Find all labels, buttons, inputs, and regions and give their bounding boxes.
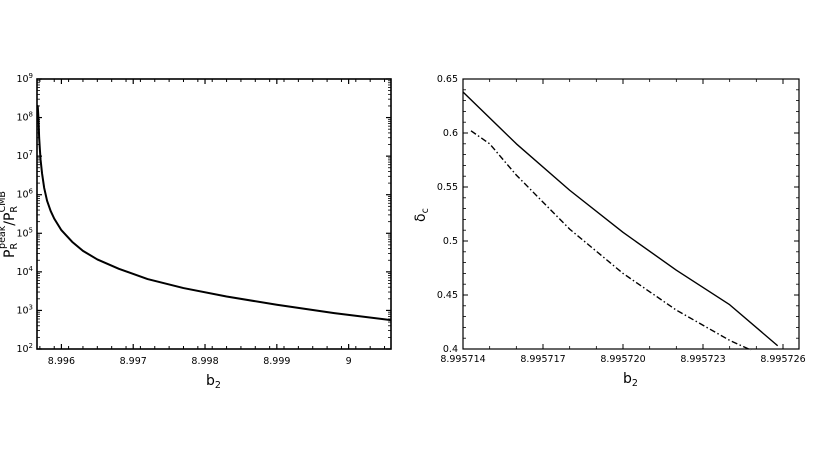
left-x-axis-label: b2 [206,373,221,391]
left-y-tick-label: 102 [16,342,33,355]
y-label-r-sub: R [9,243,20,250]
right-panel: 8.995714 8.995717 8.995720 8.995723 8.995726… [413,74,806,389]
right-x-ticks: 8.995714 8.995717 8.995720 8.995723 8.995726 [440,79,806,365]
left-y-tick-label: 105 [16,226,33,239]
right-y-tick-label: 0.6 [443,128,458,139]
y-label-r2-sub: R [9,206,20,213]
left-plot-frame [36,78,392,350]
left-x-axis-label-main: b [206,373,215,389]
left-data [36,104,392,322]
right-x-axis-label: b2 [623,371,638,389]
left-x-tick-label: 8.997 [120,356,147,367]
left-y-tick-label: 106 [16,188,33,201]
right-y-ticks: 0.4 0.45 0.5 0.55 0.6 0.65 [437,74,799,355]
left-series-line [36,104,392,322]
left-y-tick-label: 108 [16,111,33,124]
left-x-axis-label-sub: 2 [215,380,221,391]
left-x-tick-label: 8.998 [191,356,218,367]
right-x-axis-label-sub: 2 [632,378,638,389]
left-y-axis-label: PRpeak/PRCMB [0,191,20,258]
right-series-solid [462,91,779,347]
right-y-tick-label: 0.55 [437,182,458,193]
left-y-tick-label: 103 [16,303,33,316]
y-label-slash-p: /P [2,213,18,226]
right-x-tick-label: 8.995717 [520,354,565,365]
right-y-label-main: δ [413,213,429,222]
right-y-label-sub: c [420,208,431,213]
left-y-tick-label: 109 [16,72,33,85]
y-label-p: P [2,250,18,258]
right-x-axis-label-main: b [623,371,632,387]
left-x-tick-label: 8.996 [48,356,75,367]
left-y-tick-label: 107 [16,149,33,162]
right-x-tick-label: 8.995714 [440,354,485,365]
y-label-peak-sup: peak [0,225,8,249]
right-y-axis-label: δc [413,208,431,222]
right-x-tick-label: 8.995723 [680,354,725,365]
right-y-tick-label: 0.45 [437,290,458,301]
left-x-tick-label: 9 [346,356,352,367]
right-x-tick-label: 8.995720 [600,354,645,365]
left-panel: 8.996 8.997 8.998 8.999 9 102 103 104 105 106 107… [0,72,392,391]
left-x-ticks: 8.996 8.997 8.998 8.999 9 [39,79,386,367]
right-series-dashdot [470,130,752,351]
y-label-cmb-sup: CMB [0,191,8,212]
right-x-tick-label: 8.995726 [760,354,805,365]
right-y-tick-label: 0.65 [437,74,458,85]
right-y-tick-label: 0.4 [443,344,458,355]
left-x-tick-label: 8.999 [263,356,290,367]
right-plot-frame [462,78,800,350]
right-data [462,91,779,351]
left-y-tick-label: 104 [16,265,33,278]
right-y-tick-label: 0.5 [443,236,458,247]
